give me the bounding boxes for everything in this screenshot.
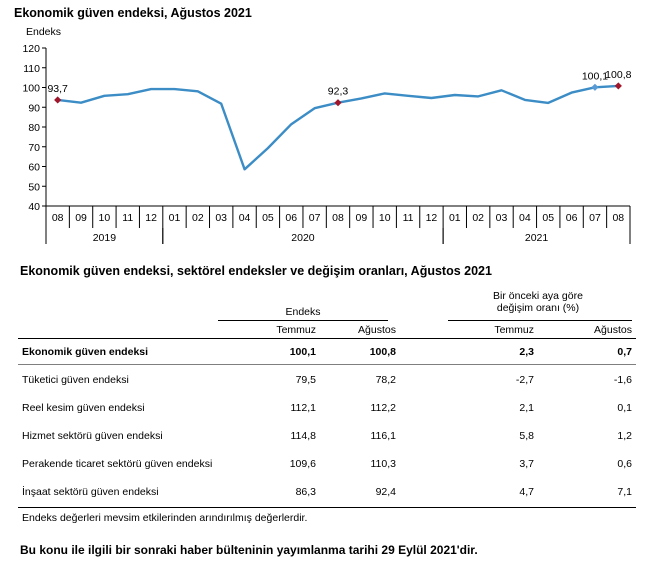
x-tick-label: 04 bbox=[519, 212, 531, 224]
x-tick-label: 03 bbox=[496, 212, 508, 224]
year-label: 2019 bbox=[93, 232, 117, 244]
x-tick-label: 10 bbox=[99, 212, 111, 224]
row-label: Hizmet sektörü güven endeksi bbox=[22, 430, 163, 442]
y-axis-label: Endeks bbox=[26, 26, 61, 38]
cell-change-agustos: 0,7 bbox=[617, 346, 632, 358]
group-underline-endeks bbox=[218, 320, 388, 321]
y-tick-label: 50 bbox=[28, 181, 40, 193]
cell-endeks-agustos: 100,8 bbox=[369, 346, 396, 358]
col-endeks-agustos: Ağustos bbox=[358, 324, 396, 336]
cell-change-agustos: 1,2 bbox=[617, 430, 632, 442]
col-change-agustos: Ağustos bbox=[594, 324, 632, 336]
data-label: 92,3 bbox=[328, 86, 349, 98]
data-label: 100,1 bbox=[582, 70, 608, 82]
cell-endeks-agustos: 92,4 bbox=[375, 486, 396, 498]
data-point-marker bbox=[54, 96, 62, 104]
data-table: Endeks Bir önceki aya göre değişim oranı… bbox=[18, 284, 636, 510]
header-endeks: Endeks bbox=[285, 306, 321, 318]
cell-endeks-temmuz: 109,6 bbox=[289, 458, 316, 470]
y-tick-label: 80 bbox=[28, 122, 40, 134]
footnote: Endeks değerleri mevsim etkilerinden arı… bbox=[22, 512, 308, 524]
row-label: Perakende ticaret sektörü güven endeksi bbox=[22, 458, 213, 470]
x-tick-label: 01 bbox=[449, 212, 461, 224]
y-tick-label: 110 bbox=[23, 63, 40, 75]
row-label: Reel kesim güven endeksi bbox=[22, 402, 145, 414]
cell-endeks-temmuz: 114,8 bbox=[290, 430, 317, 442]
header-change-line1: Bir önceki aya göre bbox=[493, 290, 583, 302]
x-tick-label: 12 bbox=[145, 212, 157, 224]
group-underline-change bbox=[448, 320, 632, 321]
row-label: Ekonomik güven endeksi bbox=[22, 346, 149, 358]
cell-endeks-agustos: 112,2 bbox=[370, 402, 397, 414]
cell-change-temmuz: -2,7 bbox=[515, 374, 534, 386]
x-tick-label: 05 bbox=[542, 212, 554, 224]
cell-endeks-temmuz: 100,1 bbox=[289, 346, 316, 358]
col-change-temmuz: Temmuz bbox=[494, 324, 534, 336]
x-tick-label: 08 bbox=[52, 212, 64, 224]
col-endeks-temmuz: Temmuz bbox=[276, 324, 316, 336]
cell-change-agustos: 0,6 bbox=[617, 458, 632, 470]
line-chart: Endeks 40 50 60 70 80 90 100 110 120 08 09 10 11 12 01 0… bbox=[22, 26, 632, 244]
cell-change-agustos: 0,1 bbox=[617, 402, 632, 414]
cell-endeks-temmuz: 79,5 bbox=[295, 374, 316, 386]
y-tick-label: 40 bbox=[28, 201, 40, 213]
cell-change-agustos: -1,6 bbox=[613, 374, 632, 386]
y-tick-label: 70 bbox=[28, 142, 40, 154]
cell-endeks-agustos: 110,3 bbox=[370, 458, 397, 470]
cell-change-agustos: 7,1 bbox=[617, 486, 632, 498]
header-change-line2: değişim oranı (%) bbox=[496, 302, 580, 314]
cell-change-temmuz: 3,7 bbox=[519, 458, 534, 470]
x-tick-label: 02 bbox=[472, 212, 484, 224]
year-label: 2021 bbox=[525, 232, 549, 244]
cell-endeks-agustos: 116,1 bbox=[370, 430, 397, 442]
cell-endeks-agustos: 78,2 bbox=[375, 374, 396, 386]
cell-change-temmuz: 2,1 bbox=[519, 402, 534, 414]
x-tick-label: 01 bbox=[169, 212, 181, 224]
x-tick-label: 10 bbox=[379, 212, 391, 224]
x-tick-label: 07 bbox=[309, 212, 321, 224]
data-label: 100,8 bbox=[605, 69, 631, 81]
x-tick-label: 04 bbox=[239, 212, 251, 224]
y-tick-label: 60 bbox=[28, 162, 40, 174]
y-tick-label: 120 bbox=[22, 43, 40, 55]
x-tick-label: 09 bbox=[75, 212, 87, 224]
chart-title: Ekonomik güven endeksi, Ağustos 2021 bbox=[14, 6, 252, 20]
cell-endeks-temmuz: 86,3 bbox=[295, 486, 316, 498]
x-tick-label: 12 bbox=[426, 212, 438, 224]
x-tick-label: 06 bbox=[566, 212, 578, 224]
y-tick-label: 90 bbox=[28, 102, 40, 114]
table-title: Ekonomik güven endeksi, sektörel endeksl… bbox=[20, 264, 492, 278]
cell-change-temmuz: 2,3 bbox=[519, 346, 534, 358]
cell-change-temmuz: 5,8 bbox=[519, 430, 534, 442]
data-point-marker bbox=[591, 83, 599, 91]
header-rule bbox=[18, 338, 636, 339]
year-label: 2020 bbox=[291, 232, 315, 244]
x-tick-label: 11 bbox=[403, 212, 414, 224]
row-label: İnşaat sektörü güven endeksi bbox=[22, 486, 159, 498]
x-tick-label: 05 bbox=[262, 212, 274, 224]
x-tick-label: 11 bbox=[122, 212, 133, 224]
data-point-marker bbox=[334, 99, 342, 107]
cell-endeks-temmuz: 112,1 bbox=[290, 402, 317, 414]
x-tick-label: 08 bbox=[332, 212, 344, 224]
x-tick-label: 09 bbox=[356, 212, 368, 224]
data-label: 93,7 bbox=[47, 83, 68, 95]
x-tick-label: 06 bbox=[285, 212, 297, 224]
x-tick-label: 07 bbox=[589, 212, 601, 224]
x-tick-label: 02 bbox=[192, 212, 204, 224]
row-label: Tüketici güven endeksi bbox=[22, 374, 129, 386]
next-bulletin-note: Bu konu ile ilgili bir sonraki haber bül… bbox=[20, 543, 478, 557]
data-point-marker bbox=[614, 82, 622, 90]
row-separator bbox=[18, 364, 636, 365]
x-tick-label: 08 bbox=[612, 212, 624, 224]
series-line bbox=[57, 84, 619, 171]
table-bottom-rule bbox=[18, 507, 636, 508]
x-tick-label: 03 bbox=[215, 212, 227, 224]
y-tick-label: 100 bbox=[22, 83, 40, 95]
cell-change-temmuz: 4,7 bbox=[519, 486, 534, 498]
